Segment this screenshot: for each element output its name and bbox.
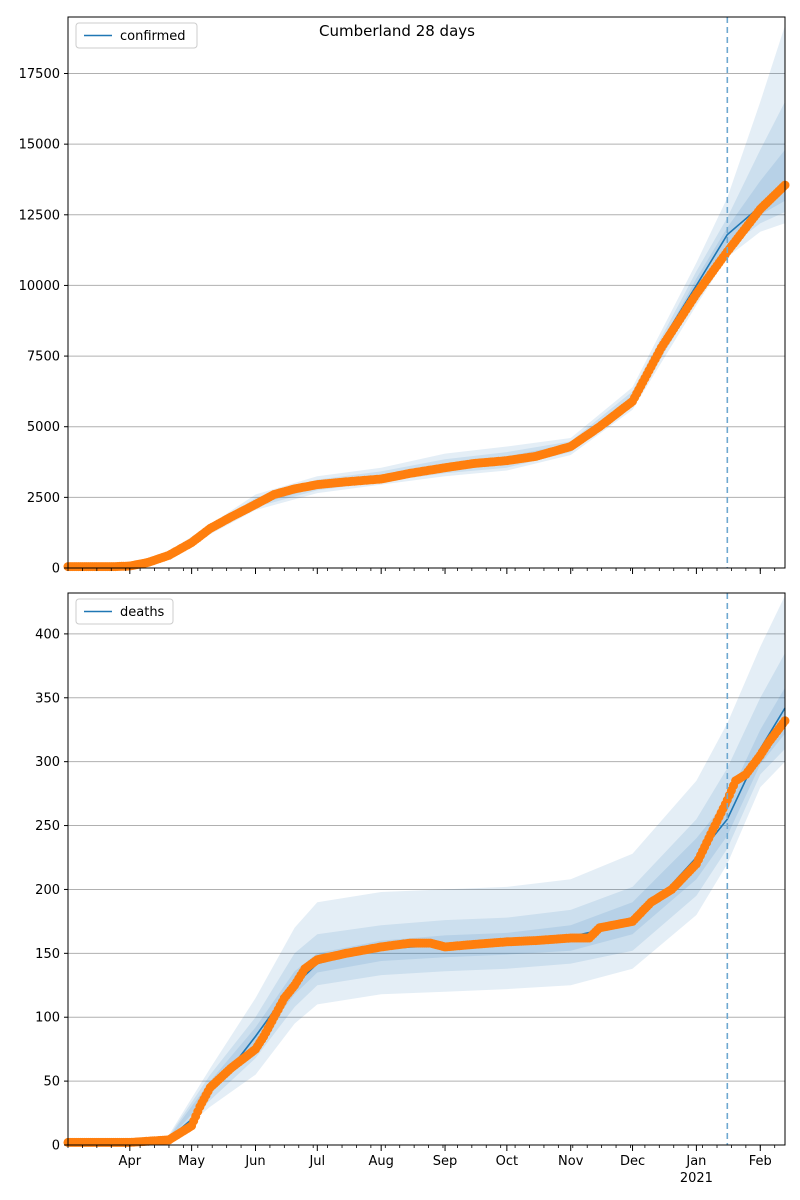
x-tick-label: Apr — [119, 1154, 142, 1169]
y-tick-label: 7500 — [27, 350, 60, 365]
y-tick-label: 12500 — [19, 208, 60, 223]
confirmed-panel: 0 2500 5000 7500 10000 12500 15000 17500 confirm… — [19, 16, 790, 577]
y-tick-label: 350 — [35, 691, 60, 706]
x-tick-label: Aug — [368, 1154, 393, 1169]
legend-label: deaths — [120, 605, 165, 620]
axes-frame — [67, 16, 786, 569]
legend-box — [75, 598, 174, 625]
y-tick-label: 50 — [43, 1075, 60, 1090]
deaths-panel: 0 50 100 150 200 250 300 350 400 Apr May Jun Jul Aug S… — [35, 592, 790, 1186]
x-tick-label: Jul — [308, 1154, 325, 1169]
y-tick-label: 17500 — [19, 67, 60, 82]
x-tick-label: Nov — [558, 1154, 584, 1169]
y-tick-label: 0 — [52, 562, 60, 577]
uncertainty-band-1 — [169, 101, 785, 556]
y-tick-label: 100 — [35, 1011, 60, 1026]
uncertainty-band-0 — [169, 595, 785, 1142]
legend-label: confirmed — [120, 29, 186, 44]
x-tick-label: Jan — [685, 1154, 706, 1169]
y-tick-label: 400 — [35, 627, 60, 642]
x-tick-label: Feb — [749, 1154, 772, 1169]
x-tick-label: Jun — [244, 1154, 265, 1169]
y-tick-label: 200 — [35, 883, 60, 898]
figure-title: Cumberland 28 days — [319, 22, 475, 40]
y-tick-label: 10000 — [19, 279, 60, 294]
legend-box — [75, 22, 198, 49]
y-tick-label: 15000 — [19, 138, 60, 153]
model-line — [67, 183, 786, 569]
y-tick-label: 250 — [35, 819, 60, 834]
legend: confirmed — [75, 22, 198, 49]
x-tick-label: Sep — [433, 1154, 458, 1169]
legend: deaths — [75, 598, 174, 625]
x-tick-label: Dec — [620, 1154, 645, 1169]
y-tick-label: 2500 — [27, 491, 60, 506]
y-tick-label: 300 — [35, 755, 60, 770]
y-tick-label: 5000 — [27, 420, 60, 435]
y-tick-label: 0 — [52, 1139, 60, 1154]
uncertainty-band-0 — [169, 25, 785, 557]
x-year-label: 2021 — [680, 1171, 713, 1186]
x-tick-label: Oct — [496, 1154, 518, 1169]
y-tick-label: 150 — [35, 947, 60, 962]
axes-frame — [67, 592, 786, 1146]
x-tick-label: May — [178, 1154, 205, 1169]
